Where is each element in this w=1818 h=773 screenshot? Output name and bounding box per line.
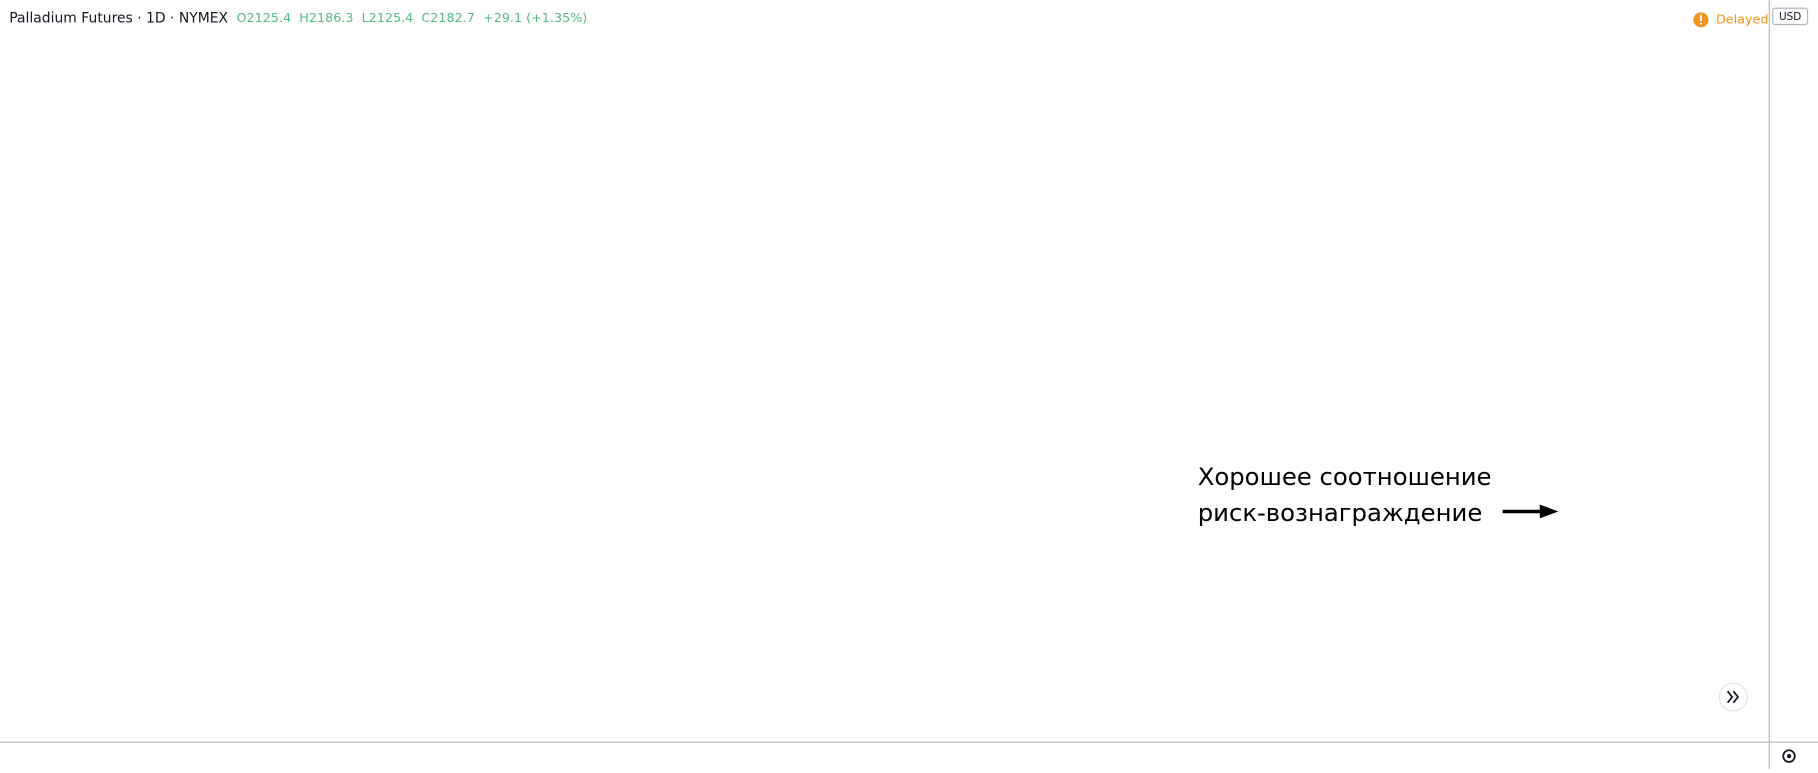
currency: USD — [1779, 11, 1801, 23]
annotation-line: риск-вознаграждение — [1198, 498, 1483, 527]
delayed-icon-dot — [1699, 22, 1702, 25]
delayed-icon-mark — [1699, 14, 1702, 22]
settings-button[interactable] — [1782, 749, 1796, 763]
scroll-button[interactable] — [1718, 682, 1748, 712]
legend-bg — [0, 4, 545, 33]
currency-box — [1772, 7, 1809, 26]
settings-icon — [1786, 754, 1792, 759]
annotation-arrowhead — [1539, 504, 1559, 519]
scroll-icon — [1726, 690, 1740, 704]
annotation-line: Хорошее соотношение — [1198, 462, 1492, 491]
ohlc-quote: O2125.4 H2186.3 L2125.4 C2182.7 +29.1 (+… — [237, 11, 588, 26]
delayed-status[interactable]: Delayed — [1716, 12, 1769, 27]
symbol-title: Palladium Futures · 1D · NYMEX — [9, 11, 228, 27]
